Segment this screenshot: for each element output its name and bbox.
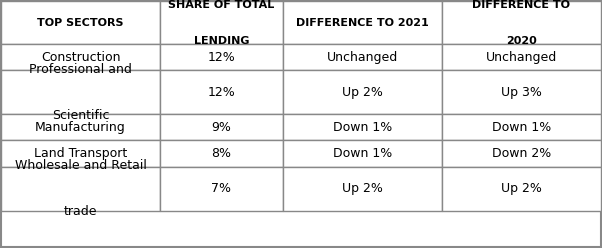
Bar xyxy=(1,140,160,167)
Text: Down 2%: Down 2% xyxy=(492,147,551,160)
Text: 9%: 9% xyxy=(211,121,231,134)
Text: Up 2%: Up 2% xyxy=(342,182,383,195)
Bar xyxy=(283,140,442,167)
Text: Down 1%: Down 1% xyxy=(333,121,392,134)
Bar xyxy=(442,1,601,44)
Bar xyxy=(442,140,601,167)
Bar xyxy=(160,140,283,167)
Bar xyxy=(442,167,601,211)
Text: Up 2%: Up 2% xyxy=(342,86,383,99)
Bar xyxy=(442,44,601,70)
Text: 7%: 7% xyxy=(211,182,232,195)
Text: 12%: 12% xyxy=(208,86,235,99)
Text: TOP SECTORS: TOP SECTORS xyxy=(37,18,124,28)
Bar xyxy=(1,44,160,70)
Bar xyxy=(283,167,442,211)
Bar xyxy=(1,70,160,114)
Text: DIFFERENCE TO 2021: DIFFERENCE TO 2021 xyxy=(296,18,429,28)
Bar xyxy=(160,167,283,211)
Bar xyxy=(1,167,160,211)
Text: Manufacturing: Manufacturing xyxy=(35,121,126,134)
Bar xyxy=(160,114,283,140)
Bar xyxy=(1,1,160,44)
Text: Unchanged: Unchanged xyxy=(486,51,557,64)
Text: Wholesale and Retail

trade: Wholesale and Retail trade xyxy=(14,159,146,218)
Text: Down 1%: Down 1% xyxy=(333,147,392,160)
Bar xyxy=(283,114,442,140)
Text: Down 1%: Down 1% xyxy=(492,121,551,134)
Text: Unchanged: Unchanged xyxy=(327,51,398,64)
Text: 8%: 8% xyxy=(211,147,232,160)
Text: Professional and

Scientific: Professional and Scientific xyxy=(29,63,132,122)
Bar xyxy=(442,70,601,114)
Bar xyxy=(283,1,442,44)
Bar xyxy=(160,44,283,70)
Text: Up 2%: Up 2% xyxy=(501,182,542,195)
Text: Land Transport: Land Transport xyxy=(34,147,127,160)
Bar xyxy=(1,114,160,140)
Text: 12%: 12% xyxy=(208,51,235,64)
Bar xyxy=(160,70,283,114)
Bar xyxy=(442,114,601,140)
Text: SHARE OF TOTAL

LENDING: SHARE OF TOTAL LENDING xyxy=(169,0,275,46)
Bar xyxy=(283,44,442,70)
Text: DIFFERENCE TO

2020: DIFFERENCE TO 2020 xyxy=(473,0,571,46)
Bar xyxy=(160,1,283,44)
Bar xyxy=(283,70,442,114)
Text: Construction: Construction xyxy=(41,51,120,64)
Text: Up 3%: Up 3% xyxy=(501,86,542,99)
